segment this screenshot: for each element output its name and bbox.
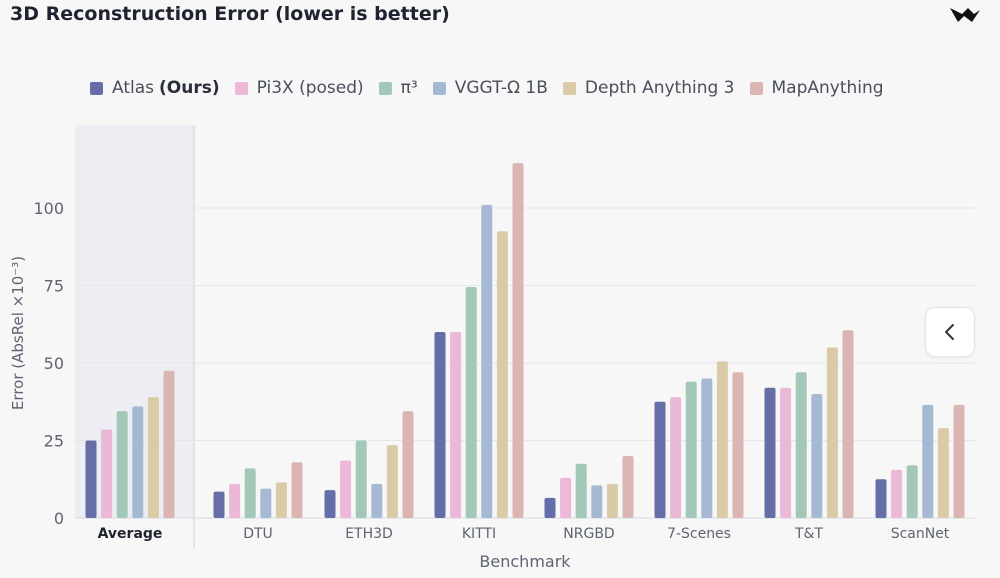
bar: [654, 401, 666, 519]
legend: Atlas (Ours) Pi3X (posed) π³ VGGT-Ω 1B D…: [90, 76, 899, 100]
bar: [163, 370, 175, 519]
x-tick-label: NRGBD: [563, 526, 614, 542]
legend-item-depth-anything-3[interactable]: Depth Anything 3: [562, 78, 735, 98]
bar: [450, 332, 462, 518]
bar: [355, 440, 367, 518]
bar: [591, 485, 603, 518]
bar: [147, 397, 159, 518]
bar: [606, 483, 618, 518]
bar: [244, 468, 256, 518]
bar: [842, 330, 854, 518]
legend-label-suffix: (Ours): [159, 78, 220, 98]
legend-label: Atlas: [112, 78, 154, 98]
bar: [260, 488, 272, 518]
bar: [937, 428, 949, 518]
legend-label: Depth Anything 3: [584, 78, 735, 98]
y-tick-label: 75: [44, 277, 64, 296]
bar: [811, 394, 823, 518]
bar: [544, 497, 556, 518]
bar: [101, 429, 113, 518]
x-tick-label: KITTI: [462, 526, 496, 542]
chart-title: 3D Reconstruction Error (lower is better…: [10, 3, 450, 25]
bar: [275, 482, 287, 518]
bar: [826, 347, 838, 518]
bar: [116, 411, 128, 518]
bar: [229, 483, 241, 518]
y-tick-label: 25: [44, 432, 64, 451]
y-axis-label: Error (AbsRel ×10⁻³): [9, 256, 27, 410]
legend-item-mapanything[interactable]: MapAnything: [749, 78, 884, 98]
x-tick-label: ETH3D: [345, 526, 393, 542]
bar: [575, 463, 587, 519]
legend-label: VGGT-Ω 1B: [454, 78, 548, 98]
x-tick-label: Average: [98, 526, 163, 542]
x-tick-label: ScanNet: [891, 526, 950, 542]
legend-item-pi3x-posed[interactable]: Pi3X (posed): [234, 78, 364, 98]
bar: [764, 387, 776, 518]
bar: [560, 477, 572, 518]
y-tick-label: 0: [54, 509, 64, 528]
legend-item-atlas[interactable]: Atlas (Ours): [90, 78, 220, 98]
x-axis-label: Benchmark: [479, 552, 571, 571]
bar: [402, 411, 414, 518]
bar: [496, 231, 508, 519]
legend-swatch: [234, 81, 248, 95]
y-tick-label: 100: [33, 199, 64, 218]
legend-swatch: [432, 81, 446, 95]
bar: [291, 462, 303, 518]
bar: [795, 372, 807, 518]
x-tick-label: T&T: [794, 526, 823, 542]
legend-item-vggt[interactable]: VGGT-Ω 1B: [432, 78, 548, 98]
bar: [875, 479, 887, 519]
legend-swatch: [562, 81, 576, 95]
x-tick-label: DTU: [243, 526, 273, 542]
legend-swatch: [378, 81, 392, 95]
bar: [922, 404, 934, 518]
bar: [953, 404, 965, 518]
bar: [622, 456, 634, 518]
bar: [213, 491, 225, 518]
legend-item-pi3[interactable]: π³: [378, 78, 418, 98]
bar: [732, 372, 744, 518]
brand-logo: [950, 8, 980, 22]
bar: [780, 387, 792, 518]
bar: [324, 490, 336, 518]
bar: [386, 445, 398, 518]
bar: [371, 483, 383, 518]
legend-swatch: [90, 81, 103, 95]
legend-swatch: [749, 81, 763, 95]
legend-label: Pi3X (posed): [256, 78, 364, 98]
bar: [716, 361, 728, 518]
y-tick-label: 50: [44, 354, 64, 373]
bar: [465, 287, 477, 518]
legend-label: π³: [400, 78, 418, 98]
bar: [685, 381, 697, 518]
bar: [512, 163, 524, 518]
bar: [434, 332, 446, 518]
x-tick-label: 7-Scenes: [667, 526, 731, 542]
bar: [85, 440, 97, 518]
bar: [481, 204, 493, 518]
bar: [701, 378, 713, 518]
previous-button[interactable]: [925, 307, 975, 357]
bar: [670, 397, 682, 518]
bar: [891, 469, 903, 518]
chevron-left-icon: [945, 324, 954, 340]
bar: [132, 406, 144, 518]
bar: [906, 465, 918, 518]
bar: [340, 460, 352, 518]
legend-label: MapAnything: [771, 78, 884, 98]
